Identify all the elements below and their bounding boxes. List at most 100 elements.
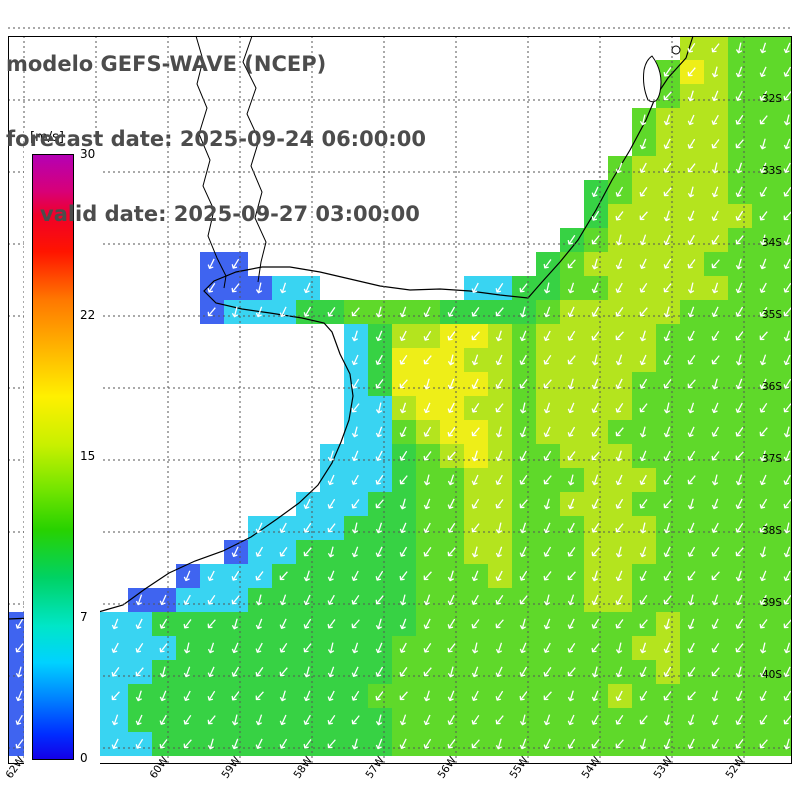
- wind-cell: [104, 684, 128, 708]
- wind-cell: [680, 84, 704, 108]
- wind-cell: [560, 324, 584, 348]
- wind-cell: [704, 84, 728, 108]
- wind-cell: [200, 276, 224, 300]
- wind-cell: [224, 612, 248, 636]
- wind-cell: [608, 612, 632, 636]
- wind-cell: [704, 420, 728, 444]
- wind-cell: [560, 348, 584, 372]
- wind-cell: [752, 660, 776, 684]
- wind-cell: [752, 324, 776, 348]
- wind-cell: [416, 444, 440, 468]
- wind-cell: [776, 492, 792, 516]
- wind-cell: [392, 732, 416, 756]
- wind-cell: [584, 468, 608, 492]
- wind-cell: [368, 540, 392, 564]
- wind-cell: [368, 732, 392, 756]
- wind-cell: [704, 60, 728, 84]
- wind-cell: [440, 708, 464, 732]
- wind-cell: [488, 732, 512, 756]
- wind-cell: [104, 612, 128, 636]
- wind-cell: [680, 516, 704, 540]
- wind-cell: [512, 732, 536, 756]
- wind-cell: [152, 684, 176, 708]
- wind-cell: [128, 588, 152, 612]
- wind-cell: [200, 684, 224, 708]
- wind-cell: [584, 348, 608, 372]
- wind-cell: [632, 180, 656, 204]
- wind-cell: [248, 732, 272, 756]
- wind-cell: [656, 492, 680, 516]
- wind-cell: [680, 252, 704, 276]
- wind-cell: [704, 468, 728, 492]
- wind-cell: [608, 420, 632, 444]
- wind-cell: [632, 348, 656, 372]
- wind-cell: [344, 372, 368, 396]
- wind-cell: [104, 708, 128, 732]
- wind-cell: [584, 180, 608, 204]
- wind-cell: [752, 708, 776, 732]
- wind-cell: [584, 252, 608, 276]
- wind-cell: [680, 540, 704, 564]
- wind-cell: [440, 420, 464, 444]
- wind-cell: [752, 468, 776, 492]
- wind-cell: [632, 324, 656, 348]
- wind-cell: [656, 84, 680, 108]
- wind-cell: [536, 708, 560, 732]
- wind-cell: [752, 732, 776, 756]
- wind-cell: [752, 156, 776, 180]
- wind-cell: [296, 492, 320, 516]
- wind-cell: [656, 348, 680, 372]
- wind-cell: [680, 60, 704, 84]
- wind-cell: [656, 180, 680, 204]
- wind-cell: [368, 636, 392, 660]
- wind-cell: [752, 252, 776, 276]
- wind-cell: [560, 300, 584, 324]
- wind-cell: [728, 684, 752, 708]
- wind-cell: [704, 396, 728, 420]
- wind-cell: [536, 468, 560, 492]
- wind-cell: [584, 684, 608, 708]
- wind-cell: [680, 444, 704, 468]
- wind-cell: [344, 468, 368, 492]
- wind-cell: [704, 324, 728, 348]
- wind-cell: [440, 612, 464, 636]
- wind-cell: [320, 300, 344, 324]
- wind-cell: [344, 732, 368, 756]
- wind-cell: [584, 540, 608, 564]
- wind-cell: [728, 444, 752, 468]
- wind-cell: [536, 516, 560, 540]
- wind-cell: [416, 588, 440, 612]
- wind-cell: [320, 612, 344, 636]
- wind-cell: [488, 660, 512, 684]
- wind-cell: [776, 132, 792, 156]
- wind-cell: [680, 156, 704, 180]
- wind-cell: [584, 660, 608, 684]
- wind-cell: [392, 540, 416, 564]
- wind-cell: [704, 156, 728, 180]
- wind-cell: [728, 732, 752, 756]
- wind-cell: [392, 564, 416, 588]
- wind-cell: [152, 708, 176, 732]
- wind-cell: [512, 540, 536, 564]
- wind-cell: [608, 660, 632, 684]
- wind-cell: [560, 444, 584, 468]
- wind-cell: [728, 492, 752, 516]
- wind-cell: [752, 564, 776, 588]
- wind-cell: [296, 588, 320, 612]
- wind-cell: [680, 180, 704, 204]
- wind-cell: [608, 540, 632, 564]
- wind-cell: [752, 60, 776, 84]
- wind-cell: [728, 180, 752, 204]
- wind-cell: [344, 684, 368, 708]
- wind-cell: [128, 660, 152, 684]
- wind-cell: [224, 732, 248, 756]
- wind-cell: [752, 396, 776, 420]
- wind-cell: [656, 540, 680, 564]
- wind-cell: [776, 204, 792, 228]
- wind-cell: [656, 420, 680, 444]
- wind-cell: [536, 684, 560, 708]
- wind-cell: [584, 612, 608, 636]
- wind-cell: [680, 564, 704, 588]
- wind-cell: [368, 684, 392, 708]
- wind-cell: [248, 588, 272, 612]
